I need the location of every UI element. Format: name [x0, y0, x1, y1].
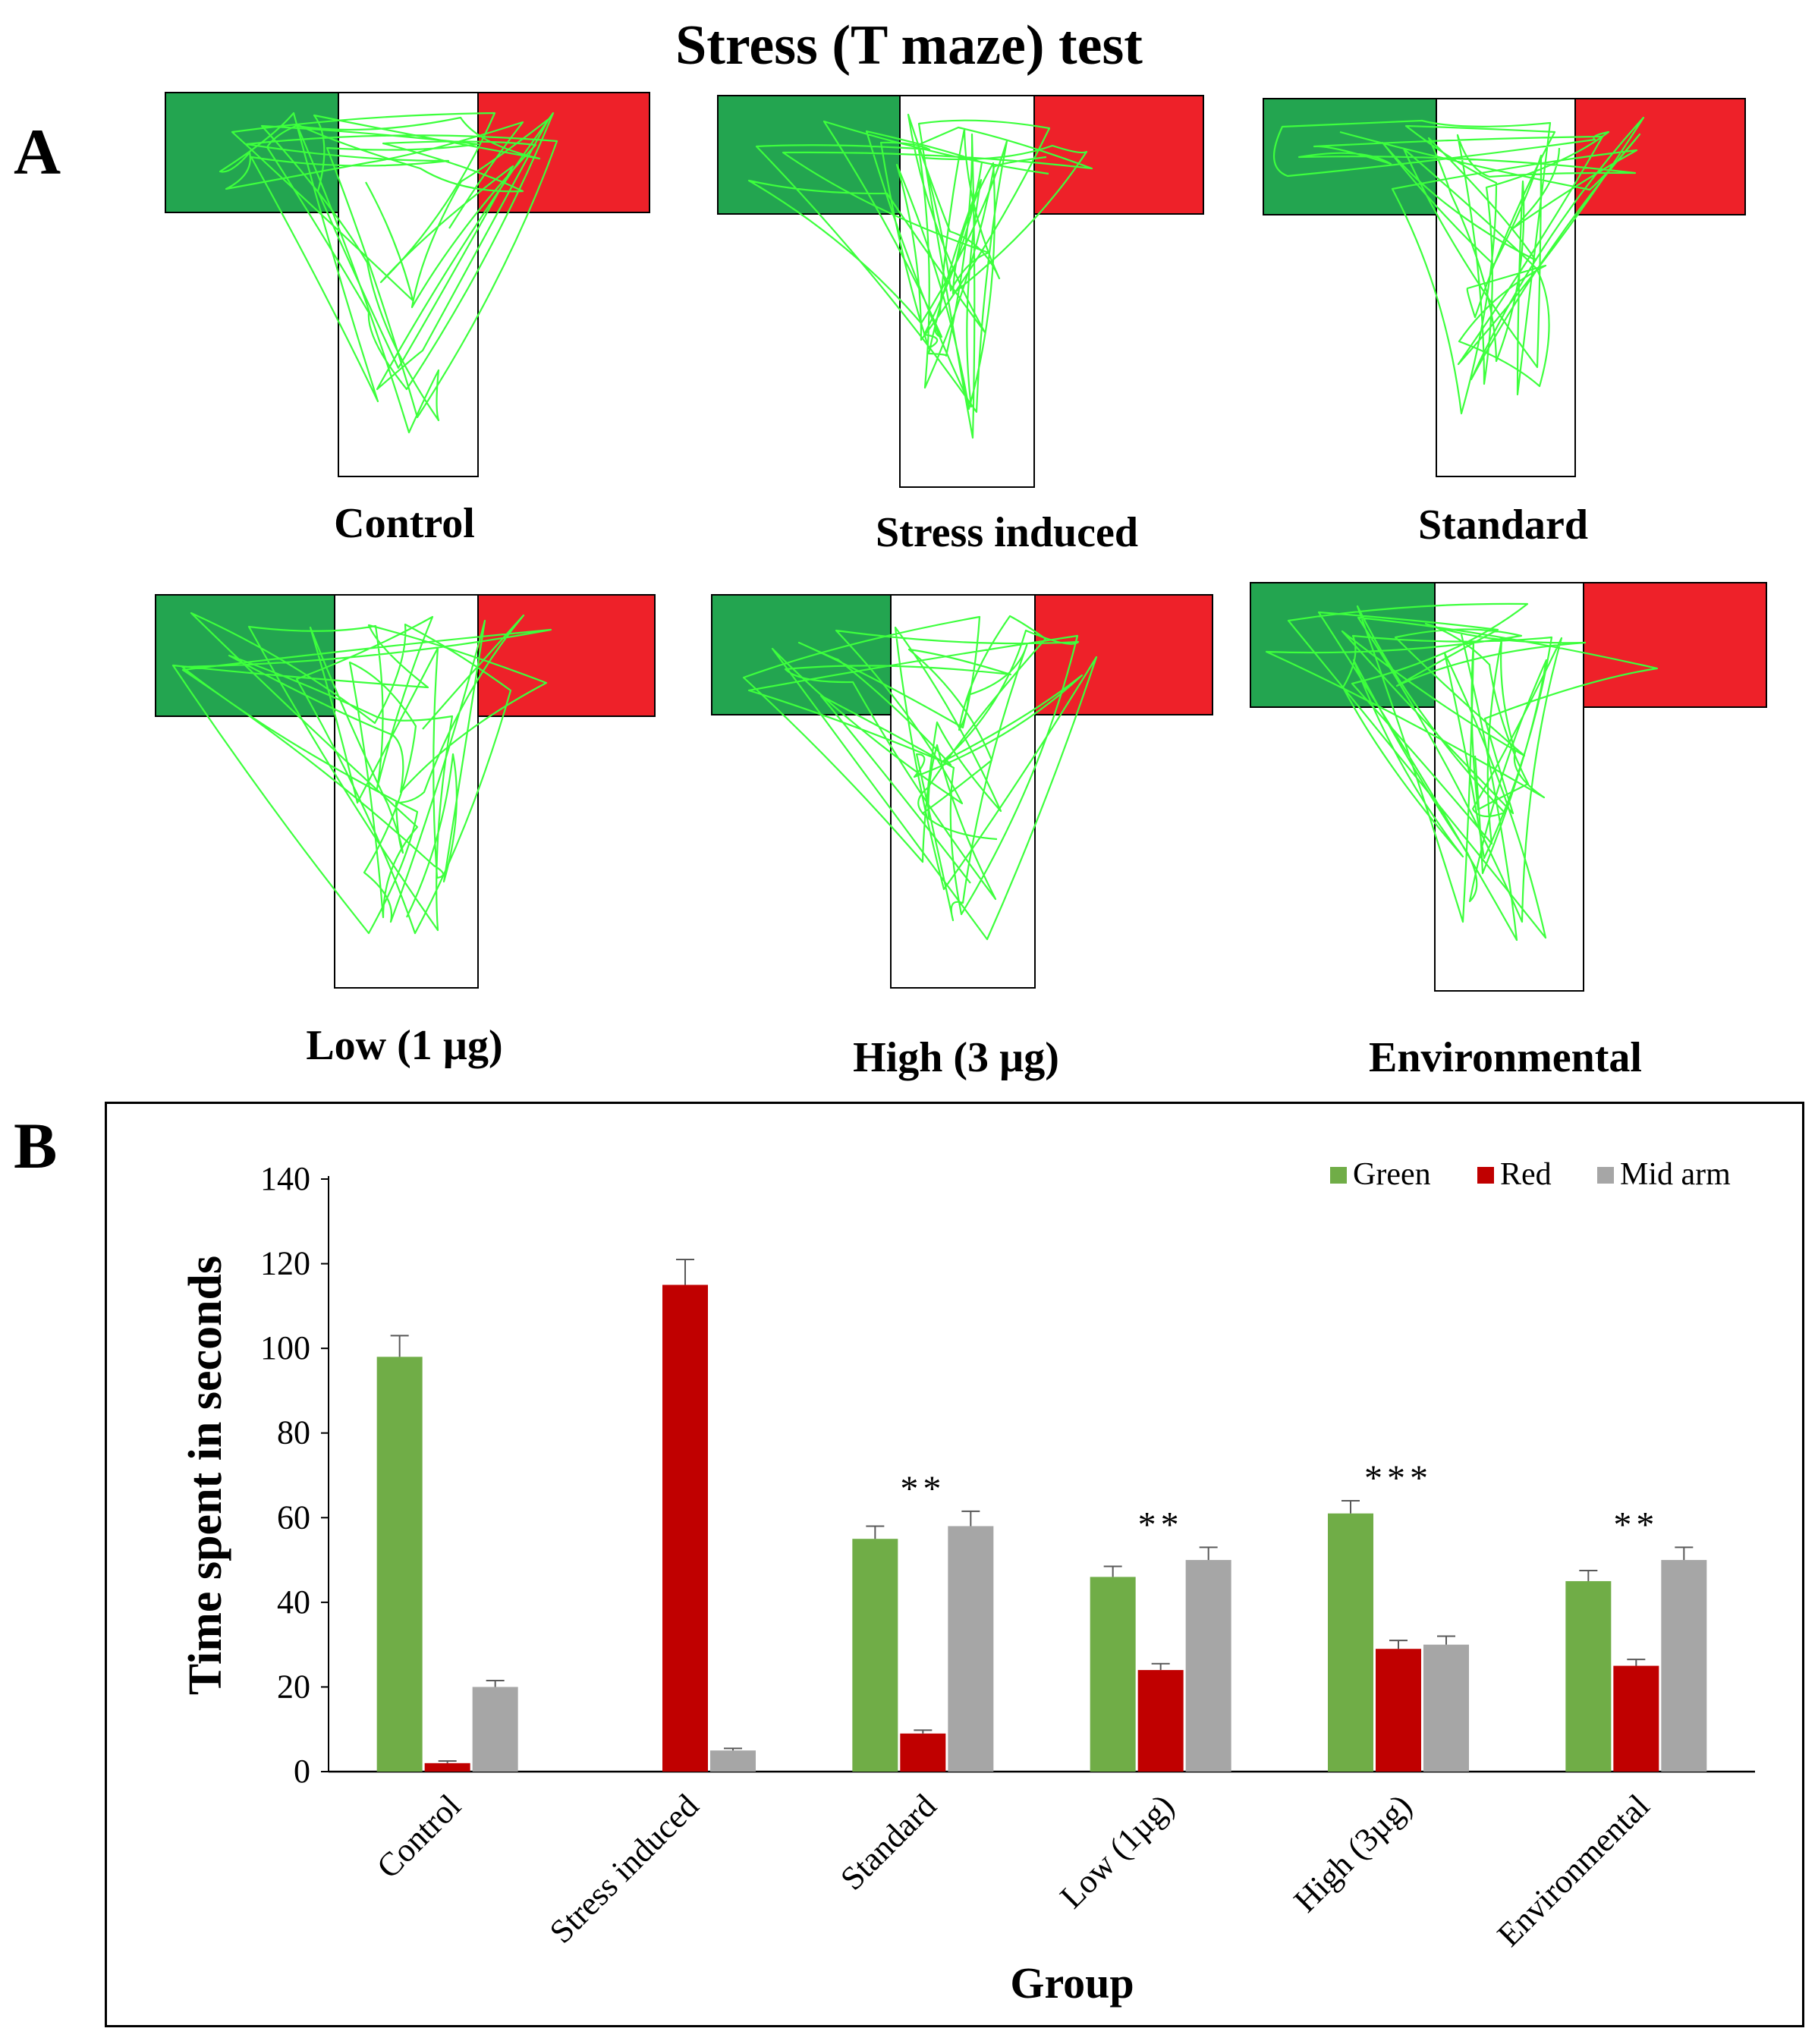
- panel-a-label: A: [14, 115, 61, 188]
- maze-panel: [165, 92, 650, 477]
- red-arm: [1574, 98, 1746, 215]
- mid-arm: [334, 594, 479, 989]
- maze-label: Low (1 µg): [306, 1022, 503, 1069]
- red-arm: [1583, 582, 1767, 708]
- bar: [1376, 1649, 1421, 1772]
- y-tick-label: 0: [294, 1753, 310, 1790]
- bar: [710, 1750, 756, 1772]
- green-arm: [717, 95, 901, 215]
- maze-label: Control: [334, 500, 475, 547]
- maze-diagram: [1250, 582, 1767, 992]
- y-tick-label: 140: [260, 1160, 310, 1197]
- bar-chart: 0 20 40 60 80 100 120 140 Control Stress induced *…: [180, 1157, 1755, 2008]
- maze-panel: [1263, 98, 1746, 477]
- bar: [1565, 1580, 1612, 1772]
- movement-track: [747, 113, 1093, 439]
- bar: [1661, 1560, 1707, 1772]
- panel-b-label: B: [14, 1109, 58, 1182]
- legend-swatch: [1477, 1167, 1494, 1184]
- green-arm: [711, 594, 892, 715]
- bar: [1423, 1644, 1469, 1772]
- y-tick-label: 100: [260, 1329, 310, 1366]
- bar: [472, 1687, 518, 1772]
- legend-label: Mid arm: [1620, 1157, 1731, 1192]
- y-tick-label: 80: [277, 1414, 310, 1451]
- maze-label: High (3 µg): [853, 1034, 1059, 1081]
- x-tick-label: Stress induced: [543, 1787, 706, 1950]
- bar: [1613, 1665, 1659, 1772]
- legend-swatch: [1330, 1167, 1347, 1184]
- x-tick-label: Environmental: [1490, 1787, 1657, 1954]
- maze-panel: [155, 594, 656, 989]
- significance-annotation: ***: [1364, 1458, 1433, 1498]
- bar: [1328, 1513, 1373, 1772]
- y-tick-label: 120: [260, 1245, 310, 1282]
- movement-track: [1265, 602, 1659, 942]
- x-tick-label: Low (1µg): [1053, 1787, 1181, 1915]
- maze-panel: [1250, 582, 1767, 992]
- legend-label: Red: [1500, 1157, 1552, 1192]
- legend-swatch: [1597, 1167, 1614, 1184]
- significance-annotation: **: [1613, 1505, 1659, 1545]
- red-arm: [1034, 594, 1213, 715]
- figure-title: Stress (T maze) test: [675, 14, 1143, 77]
- maze-diagram: [711, 594, 1213, 989]
- maze-label: Stress induced: [876, 509, 1138, 556]
- maze-label: Environmental: [1369, 1034, 1642, 1081]
- movement-track: [742, 615, 1098, 941]
- bar: [662, 1285, 708, 1772]
- mid-arm: [1436, 98, 1576, 477]
- maze-panel: [717, 95, 1204, 488]
- bar: [900, 1733, 946, 1772]
- bar: [1185, 1560, 1231, 1772]
- red-arm: [477, 594, 656, 717]
- maze-diagram: [1263, 98, 1746, 477]
- bar: [424, 1763, 470, 1772]
- legend-label: Green: [1353, 1157, 1431, 1192]
- significance-annotation: **: [1138, 1505, 1184, 1545]
- y-tick-label: 20: [277, 1668, 310, 1705]
- significance-annotation: **: [900, 1469, 945, 1509]
- movement-track: [171, 612, 552, 935]
- x-axis-title: Group: [1010, 1958, 1134, 2008]
- bar: [376, 1357, 423, 1772]
- maze-label: Standard: [1417, 502, 1589, 549]
- y-tick-label: 40: [277, 1583, 310, 1621]
- x-tick-label: High (3µg): [1287, 1787, 1419, 1919]
- maze-panel: [711, 594, 1213, 989]
- bar-chart-frame: 0 20 40 60 80 100 120 140 Control Stress induced *…: [105, 1102, 1804, 2027]
- movement-track: [1273, 116, 1645, 415]
- maze-diagram: [717, 95, 1204, 488]
- x-tick-label: Standard: [833, 1787, 943, 1897]
- y-axis-title: Time spent in seconds: [180, 1256, 231, 1695]
- bar: [1137, 1670, 1184, 1772]
- x-tick-label: Control: [370, 1787, 468, 1885]
- bar: [1090, 1577, 1136, 1772]
- bar: [852, 1539, 898, 1772]
- maze-diagram: [155, 594, 656, 989]
- y-tick-label: 60: [277, 1498, 310, 1536]
- red-arm: [1033, 95, 1204, 215]
- movement-track: [219, 112, 558, 434]
- maze-diagram: [165, 92, 650, 477]
- bar: [948, 1526, 994, 1772]
